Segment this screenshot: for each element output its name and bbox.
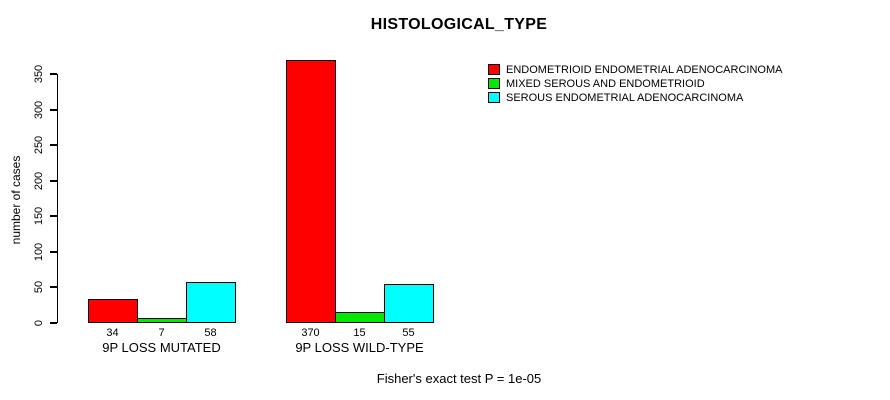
bar [137, 318, 187, 323]
category-label: 9P LOSS WILD-TYPE [295, 340, 424, 355]
chart-title: HISTOLOGICAL_TYPE [370, 16, 548, 33]
bar [384, 284, 434, 323]
legend-swatch-green [488, 78, 500, 89]
y-tick-label: 350 [33, 64, 45, 84]
y-tick-mark [49, 251, 57, 253]
bar-value-label: 55 [402, 327, 415, 339]
bar-value-label: 58 [204, 327, 217, 339]
bar-value-label: 370 [301, 327, 320, 339]
bar-value-label: 15 [353, 327, 366, 339]
y-tick-mark [49, 109, 57, 111]
bar [286, 60, 336, 323]
y-tick-label: 150 [33, 206, 45, 226]
legend-label: SEROUS ENDOMETRIAL ADENOCARCINOMA [506, 91, 744, 104]
y-tick-mark [49, 286, 57, 288]
bar [88, 299, 138, 323]
bar-value-label: 7 [158, 327, 165, 339]
legend: ENDOMETRIOID ENDOMETRIAL ADENOCARCINOMA … [488, 64, 782, 104]
legend-item: MIXED SEROUS AND ENDOMETRIOID [488, 77, 782, 90]
y-tick-mark [49, 322, 57, 324]
y-tick-mark [49, 215, 57, 217]
legend-label: ENDOMETRIOID ENDOMETRIAL ADENOCARCINOMA [506, 63, 783, 76]
y-tick-mark [49, 180, 57, 182]
legend-item: SEROUS ENDOMETRIAL ADENOCARCINOMA [488, 91, 782, 104]
y-tick-mark [49, 144, 57, 146]
bar [335, 312, 385, 323]
y-axis-label: number of cases [9, 155, 23, 245]
legend-item: ENDOMETRIOID ENDOMETRIAL ADENOCARCINOMA [488, 63, 783, 76]
bar [186, 282, 236, 323]
legend-swatch-red [488, 64, 500, 75]
y-axis-line [56, 74, 58, 323]
category-label: 9P LOSS MUTATED [102, 340, 221, 355]
bar-value-label: 34 [106, 327, 119, 339]
y-tick-label: 100 [33, 242, 45, 262]
y-tick-label: 200 [33, 171, 45, 191]
y-tick-label: 0 [33, 319, 45, 327]
y-tick-mark [49, 73, 57, 75]
legend-swatch-cyan [488, 92, 500, 103]
y-tick-label: 250 [33, 135, 45, 155]
statistical-test-annotation: Fisher's exact test P = 1e-05 [376, 371, 542, 386]
y-tick-label: 50 [33, 280, 45, 294]
y-tick-label: 300 [33, 100, 45, 120]
legend-label: MIXED SEROUS AND ENDOMETRIOID [506, 77, 705, 90]
